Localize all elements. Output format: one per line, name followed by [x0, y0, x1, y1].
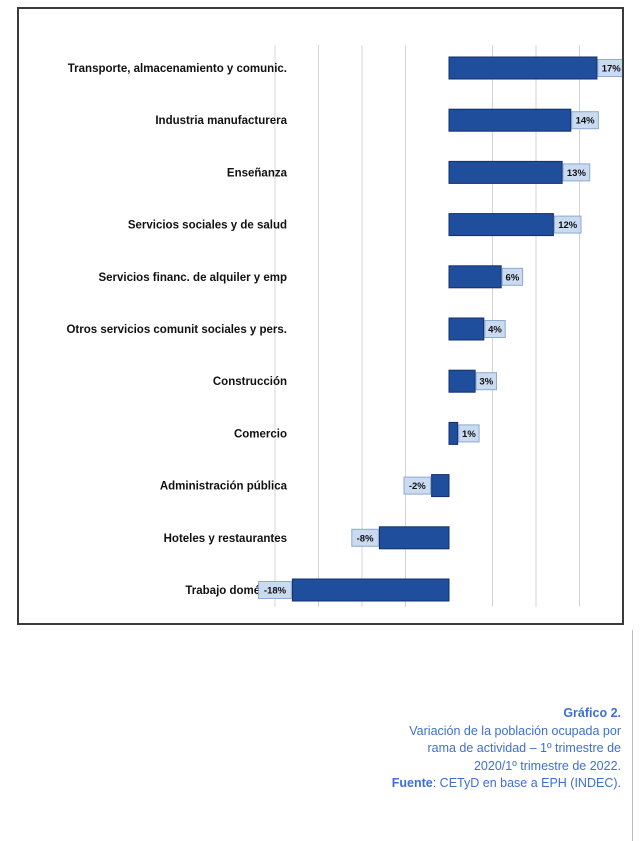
value-label-box: [351, 528, 379, 547]
value-label-box: [562, 163, 591, 182]
value-label: 6%: [506, 272, 520, 283]
caption-source-label: Fuente: [391, 776, 433, 791]
value-label-box: [571, 111, 599, 130]
chart-frame: Transporte, almacenamiento y comunic. Ind…: [17, 7, 624, 625]
figure-caption: Gráfico 2. Variación de la población ocu…: [321, 705, 621, 793]
bar: [448, 369, 476, 393]
value-labels: 17% 14% 13% 12% 6% 4% 3% 1% -2% -8% -18%: [258, 59, 622, 599]
category-label: Transporte, almacenamiento y comunic.: [68, 63, 287, 75]
category-label: Administración pública: [160, 481, 288, 493]
bar-chart: Transporte, almacenamiento y comunic. Ind…: [66, 45, 622, 607]
value-label: 1%: [462, 429, 476, 440]
value-label-box: [403, 476, 432, 495]
caption-line-1: Variación de la población ocupada por: [409, 723, 621, 738]
value-label-box: [501, 267, 524, 286]
bar: [448, 317, 485, 341]
category-label: Hoteles y restaurantes: [164, 533, 287, 545]
value-label: 4%: [488, 325, 502, 336]
value-label: -8%: [357, 533, 374, 544]
category-label: Otros servicios comunit sociales y pers.: [66, 324, 287, 336]
caption-title: Gráfico 2.: [563, 706, 621, 720]
value-label: 14%: [576, 116, 596, 127]
value-label: 13%: [567, 168, 587, 179]
bar: [448, 56, 598, 80]
bar: [378, 526, 450, 550]
value-label: -18%: [264, 586, 287, 597]
bar: [448, 213, 554, 237]
value-label: 17%: [602, 64, 622, 75]
value-label-box: [553, 215, 582, 234]
category-label: Comercio: [234, 428, 287, 440]
bar: [448, 265, 502, 289]
category-label: Enseñanza: [227, 167, 288, 179]
value-label: -2%: [409, 481, 426, 492]
bar: [291, 578, 450, 602]
value-label: 12%: [558, 220, 578, 231]
value-label-box: [458, 424, 480, 443]
value-label-box: [484, 320, 506, 338]
category-label: Servicios financ. de alquiler y emp: [98, 272, 287, 284]
right-divider: [632, 630, 633, 841]
bar: [448, 421, 459, 445]
caption-source: Fuente: CETyD en base a EPH (INDEC).: [321, 775, 621, 793]
category-label: Construcción: [213, 376, 287, 388]
value-label-box: [475, 372, 498, 391]
caption-source-text: : CETyD en base a EPH (INDEC).: [432, 776, 621, 791]
caption-line-2: rama de actividad – 1º trimestre de: [427, 741, 621, 756]
category-label: Industria manufacturera: [155, 115, 287, 127]
bar: [448, 160, 563, 184]
bar: [431, 474, 450, 498]
value-label-box: [597, 59, 622, 77]
category-label: Servicios sociales y de salud: [128, 220, 287, 232]
value-label-box: [258, 581, 292, 599]
bars: [291, 56, 598, 602]
category-labels: Transporte, almacenamiento y comunic. Ind…: [66, 63, 287, 597]
bar: [448, 108, 572, 132]
caption-line-3: 2020/1º trimestre de 2022.: [473, 758, 621, 773]
value-label: 3%: [479, 377, 493, 388]
